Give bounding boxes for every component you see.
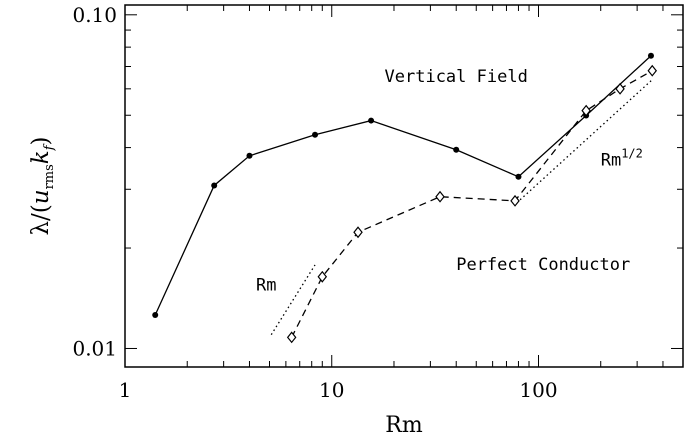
point (246, 152, 253, 159)
x-tick-label: 10 (319, 378, 344, 402)
point (353, 226, 363, 239)
y-tick-label: 0.01 (72, 336, 117, 360)
plot-frame (124, 4, 684, 368)
point (510, 194, 520, 207)
point (152, 311, 159, 318)
annotation-sup: 1/2 (621, 146, 643, 160)
y-label-part: ) (28, 136, 54, 145)
reference-line (270, 264, 316, 336)
y-label-part: k (28, 150, 54, 164)
annotation: Vertical Field (385, 67, 528, 87)
point (453, 146, 460, 153)
point (647, 64, 658, 77)
annotation: Rm1/2 (601, 146, 643, 170)
x-axis-label: Rm (385, 413, 423, 438)
point (515, 173, 522, 180)
y-label-part: rms (42, 164, 57, 189)
point (317, 270, 328, 283)
reference-line (519, 79, 653, 201)
annotation-text: Rm (601, 150, 621, 170)
point (581, 104, 591, 117)
y-tick-label: 0.10 (72, 3, 117, 27)
y-label-part: u (28, 189, 54, 204)
annotation-text: Vertical Field (385, 67, 528, 87)
annotation-text: Perfect Conductor (456, 255, 630, 275)
y-label-part: λ/( (28, 204, 54, 235)
y-axis-label: λ/(urmskf) (28, 136, 57, 235)
series-line (291, 70, 653, 338)
point (368, 117, 375, 124)
point (286, 331, 297, 344)
annotation-text: Rm (256, 276, 276, 296)
series-line (154, 55, 652, 316)
point (647, 52, 654, 59)
point (615, 82, 625, 95)
annotation: Rm (256, 276, 276, 296)
annotation: Perfect Conductor (456, 255, 630, 275)
point (312, 131, 319, 138)
point (435, 190, 445, 203)
y-label-part: f (42, 143, 57, 151)
x-tick-label: 100 (519, 378, 557, 402)
x-tick-label: 1 (119, 378, 132, 402)
point (211, 182, 218, 189)
